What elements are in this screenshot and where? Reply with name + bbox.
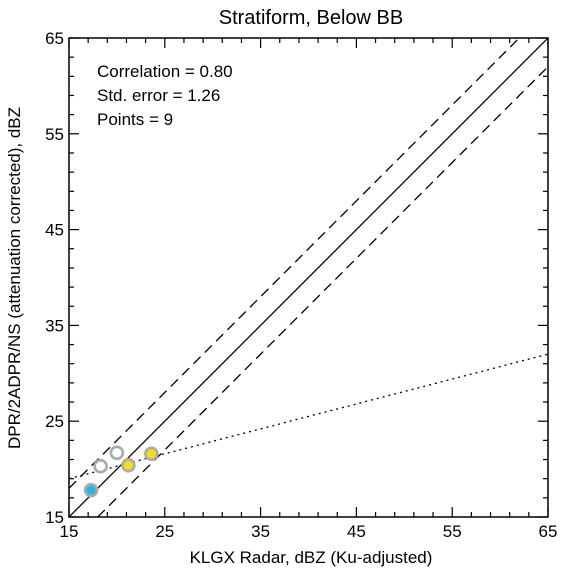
plot-frame: [68, 37, 549, 518]
y-tick-label: 65: [45, 29, 64, 48]
reference-line-solid-0: [69, 38, 548, 517]
reference-line-dashed-2: [97, 66, 548, 517]
x-tick-label: 55: [443, 522, 462, 541]
data-point-2: [109, 445, 125, 461]
data-point-4: [144, 446, 159, 462]
data-point-0: [83, 482, 99, 498]
reference-line-dashed-1: [69, 38, 520, 489]
statistics-annotations: Correlation = 0.80 Std. error = 1.26 Point…: [97, 62, 233, 129]
reference-lines: [69, 38, 548, 517]
y-axis-label: DPR/2ADPR/NS (attenuation corrected), dB…: [5, 107, 24, 449]
data-point-1: [93, 458, 108, 474]
x-tick-label: 65: [539, 522, 558, 541]
y-tick-label: 45: [45, 221, 64, 240]
y-tick-label: 25: [45, 412, 64, 431]
stat-annotation-2: Points = 9: [97, 110, 173, 129]
x-axis-label: KLGX Radar, dBZ (Ku-adjusted): [190, 548, 433, 567]
y-tick-label: 55: [45, 125, 64, 144]
stat-annotation-0: Correlation = 0.80: [97, 62, 233, 81]
axis-ticks: [68, 37, 549, 518]
y-tick-label: 35: [45, 316, 64, 335]
data-point-3: [121, 457, 136, 473]
x-tick-label: 45: [347, 522, 366, 541]
y-tick-label: 15: [45, 508, 64, 527]
x-tick-label: 15: [60, 522, 79, 541]
tick-labels: 15 25 35 45 55 65 15 25 35 45 55 65: [45, 29, 557, 541]
x-tick-label: 35: [251, 522, 270, 541]
stat-annotation-1: Std. error = 1.26: [97, 86, 220, 105]
data-points: [83, 445, 159, 498]
reference-line-dotted-3: [69, 353, 548, 480]
x-tick-label: 25: [155, 522, 174, 541]
chart-title: Stratiform, Below BB: [219, 7, 404, 29]
